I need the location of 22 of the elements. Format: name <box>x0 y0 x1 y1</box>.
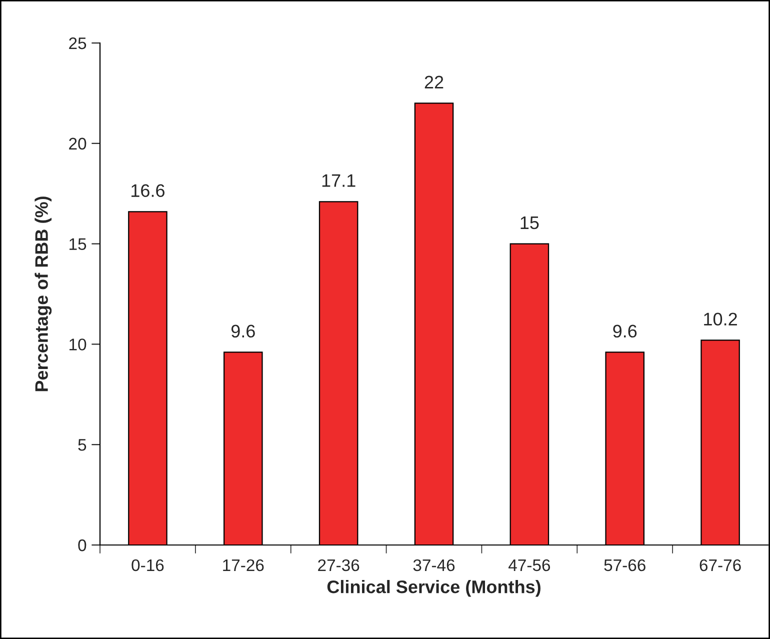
data-label: 17.1 <box>322 174 356 187</box>
x-tick-label: 67-76 <box>700 559 741 572</box>
data-label: 15 <box>520 216 539 230</box>
x-tick-label: 17-26 <box>223 559 264 572</box>
x-tick-label: 27-36 <box>318 559 360 572</box>
data-label: 22 <box>424 76 444 88</box>
y-tick-label: 0 <box>78 539 86 552</box>
data-label: 9.6 <box>231 324 255 338</box>
x-tick-label: 37-46 <box>413 559 455 572</box>
y-tick-label: 15 <box>70 238 86 250</box>
y-tick-label: 20 <box>69 138 86 150</box>
data-label: 16.6 <box>132 184 164 197</box>
x-tick-label: 57-66 <box>604 559 646 572</box>
data-label: 10.2 <box>704 312 737 326</box>
x-tick-label: 47-56 <box>508 559 550 572</box>
y-axis-title: Percentage of RBB (%) <box>34 196 52 392</box>
x-axis-title: Clinical Service (Months) <box>327 580 540 597</box>
y-tick-label: 10 <box>70 338 86 350</box>
data-label: 9.6 <box>613 324 637 338</box>
y-tick-label: 5 <box>78 439 86 451</box>
y-tick-label: 25 <box>69 37 86 50</box>
x-tick-label: 0-16 <box>132 559 164 572</box>
